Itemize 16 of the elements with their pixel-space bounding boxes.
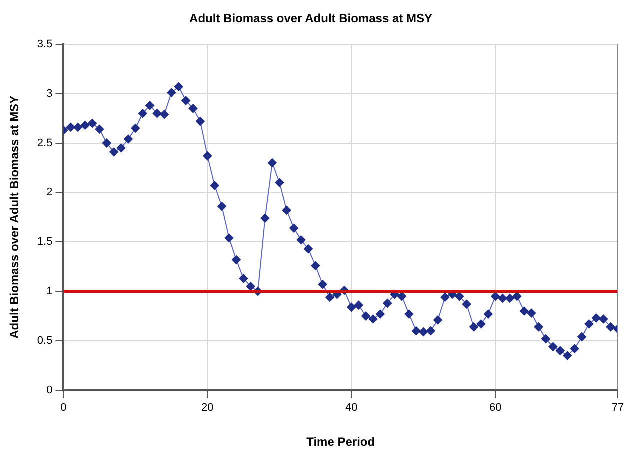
y-tick-label: 1 bbox=[46, 286, 53, 298]
x-tick-label: 77 bbox=[612, 402, 624, 414]
y-tick-label: 3 bbox=[46, 88, 53, 100]
y-tick-label: 0 bbox=[46, 384, 53, 396]
y-axis-title: Adult Biomass over Adult Biomass at MSY bbox=[8, 96, 22, 339]
y-tick-label: 1.5 bbox=[37, 236, 53, 248]
x-axis-title: Time Period bbox=[306, 435, 376, 450]
x-tick-label: 20 bbox=[202, 402, 214, 414]
x-tick-label: 60 bbox=[489, 402, 502, 414]
y-tick-label: 3.5 bbox=[37, 38, 53, 50]
x-tick-label: 0 bbox=[60, 402, 67, 414]
y-tick-label: 2.5 bbox=[37, 137, 53, 150]
y-tick-label: 0.5 bbox=[37, 335, 53, 348]
y-tick-label: 2 bbox=[46, 186, 53, 199]
x-tick-label: 40 bbox=[346, 402, 358, 414]
chart-title: Adult Biomass over Adult Biomass at MSY bbox=[190, 12, 432, 26]
